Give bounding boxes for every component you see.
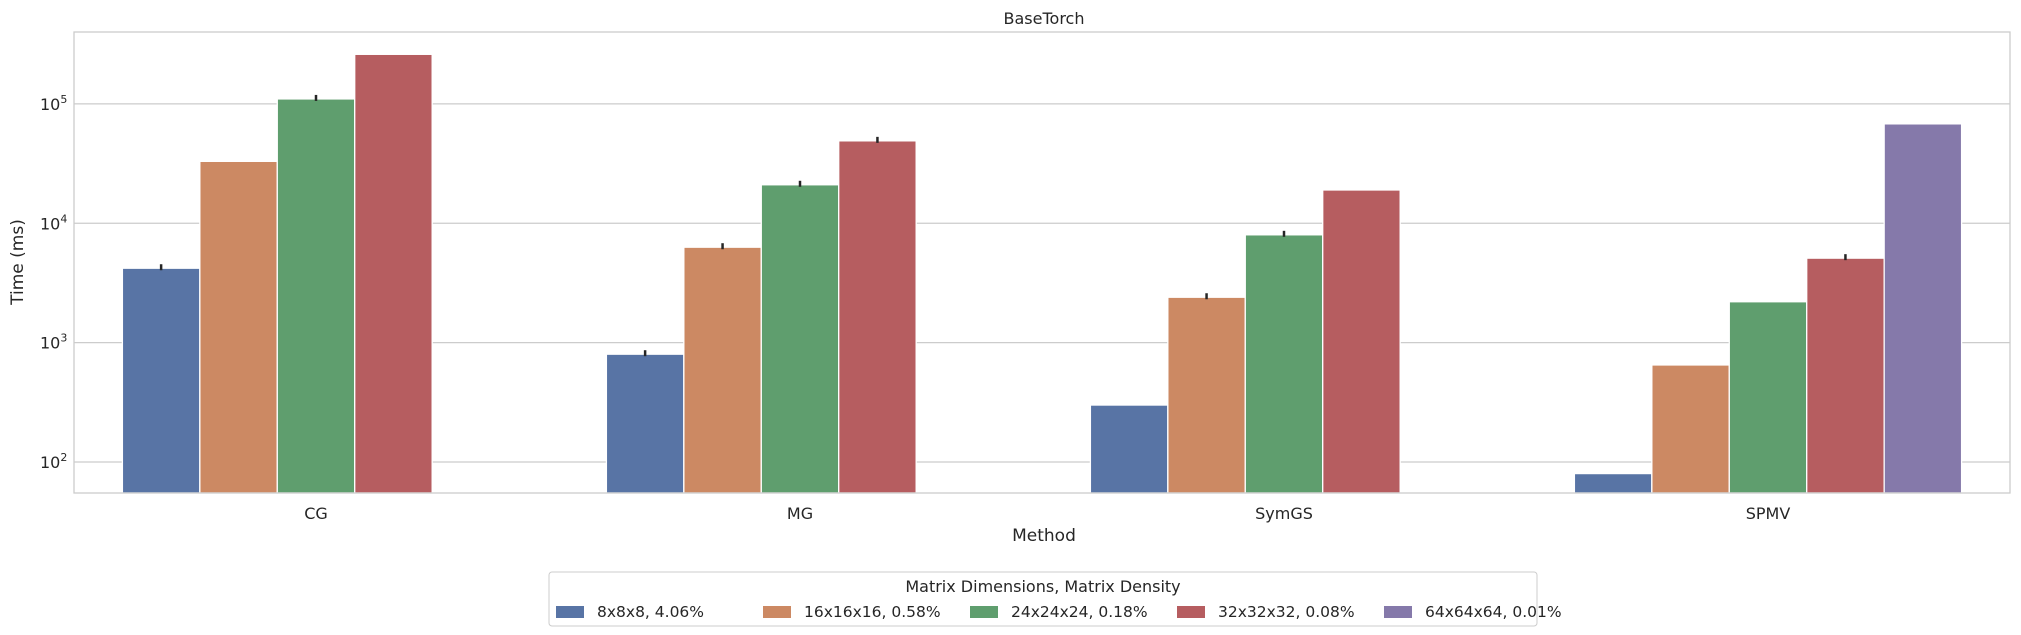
legend-label: 32x32x32, 0.08% — [1218, 603, 1355, 621]
bar-symgs-1 — [1167, 296, 1246, 494]
y-tick-label: 105 — [40, 93, 67, 114]
bar-mg-1 — [683, 246, 762, 494]
x-tick-label: CG — [304, 504, 328, 523]
legend-label: 64x64x64, 0.01% — [1425, 603, 1562, 621]
x-tick-label: SPMV — [1746, 504, 1791, 523]
legend-swatch — [970, 606, 998, 618]
legend-swatch — [1384, 606, 1412, 618]
legend-label: 8x8x8, 4.06% — [597, 603, 704, 621]
y-tick-label: 102 — [40, 451, 67, 472]
bar-symgs-0 — [1089, 404, 1169, 494]
plot-frame — [73, 31, 2011, 494]
x-tick-labels: CG MG SymGS SPMV — [304, 504, 1790, 523]
legend-frame — [548, 571, 1538, 627]
legend-label: 16x16x16, 0.58% — [804, 603, 941, 621]
y-tick-label: 104 — [40, 212, 67, 233]
bar-spmv-3 — [1806, 257, 1885, 494]
bar-spmv-2 — [1728, 301, 1808, 494]
bar-symgs-3 — [1322, 189, 1401, 494]
legend-label: 24x24x24, 0.18% — [1011, 603, 1148, 621]
chart-title: BaseTorch — [1004, 9, 1085, 28]
bar-symgs-2 — [1244, 234, 1324, 494]
y-tick-label: 103 — [40, 332, 67, 353]
bar-spmv-4 — [1883, 123, 1963, 494]
legend: Matrix Dimensions, Matrix Density 8x8x8,… — [548, 571, 1562, 627]
x-tick-label: MG — [787, 504, 813, 523]
bar-spmv-0 — [1573, 472, 1653, 494]
bar-spmv-1 — [1651, 364, 1730, 494]
bar-cg-3 — [354, 53, 433, 494]
bar-mg-3 — [838, 140, 917, 494]
legend-swatch — [556, 606, 584, 618]
bars — [121, 53, 1963, 494]
bar-cg-0 — [121, 267, 201, 494]
y-tick-labels: 102 103 104 105 — [40, 93, 67, 472]
x-tick-label: SymGS — [1255, 504, 1313, 523]
bar-cg-2 — [276, 98, 356, 494]
legend-swatch — [763, 606, 791, 618]
bar-cg-1 — [199, 160, 278, 494]
x-axis-label: Method — [1012, 526, 1076, 546]
y-axis-label: Time (ms) — [8, 219, 28, 306]
legend-swatch — [1177, 606, 1205, 618]
legend-items: 8x8x8, 4.06% 16x16x16, 0.58% 24x24x24, 0.1… — [556, 603, 1562, 621]
legend-title: Matrix Dimensions, Matrix Density — [905, 577, 1180, 596]
bar-mg-0 — [605, 353, 685, 494]
bar-mg-2 — [760, 184, 840, 494]
